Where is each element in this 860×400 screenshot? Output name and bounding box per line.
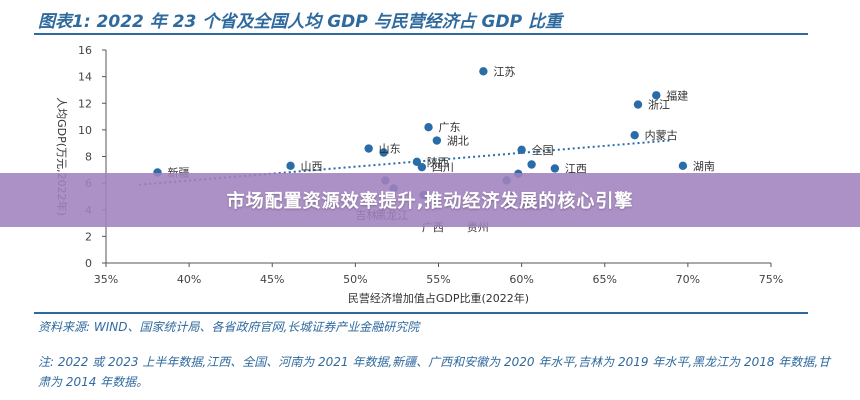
- figure-title: 图表1: 2022 年 23 个省及全国人均 GDP 与民营经济占 GDP 比重: [38, 12, 562, 32]
- data-label: 四川: [432, 161, 454, 174]
- x-tick-label: 50%: [343, 273, 367, 286]
- y-tick-label: 14: [78, 71, 92, 84]
- source-text: 资料来源: WIND、国家统计局、各省政府官网,长城证券产业金融研究院: [38, 320, 420, 334]
- data-label: 内蒙古: [645, 128, 678, 142]
- x-tick-label: 35%: [94, 273, 118, 286]
- x-axis-title: 民营经济增加值占GDP比重(2022年): [348, 291, 529, 305]
- data-point: [286, 161, 295, 171]
- y-tick-label: 12: [78, 97, 92, 110]
- data-label: 全国: [532, 143, 554, 157]
- data-label: 广东: [439, 121, 461, 134]
- x-tick-label: 55%: [426, 273, 450, 286]
- data-label: 山西: [301, 160, 323, 173]
- data-point: [678, 161, 688, 171]
- x-tick-label: 45%: [260, 273, 284, 286]
- chart-axes: 35%40%45%50%55%60%65%70%75%0246810121416…: [55, 44, 783, 305]
- data-label: 湖南: [693, 160, 715, 173]
- y-tick-label: 8: [85, 151, 92, 164]
- y-tick-label: 2: [85, 230, 92, 243]
- data-point: [417, 162, 427, 172]
- data-point: [527, 160, 536, 169]
- data-point: [379, 148, 388, 157]
- trend-line: [139, 139, 672, 186]
- data-point: [517, 145, 526, 155]
- note-text: 注: 2022 或 2023 上半年数据,江西、全国、河南为 2021 年数据,…: [38, 355, 831, 389]
- data-label: 江苏: [493, 65, 515, 78]
- title-rule: [34, 33, 808, 35]
- data-label: 浙江: [648, 99, 670, 112]
- trend-line-path: [139, 139, 672, 186]
- data-point: [630, 131, 639, 140]
- scatter-chart: 35%40%45%50%55%60%65%70%75%0246810121416…: [55, 44, 783, 305]
- overlay-banner: 市场配置资源效率提升,推动经济发展的核心引擎: [0, 173, 860, 227]
- point-labels: 新疆山西山东广东湖北陕西四川江苏全国江西浙江福建内蒙古湖南海南吉林黑龙江广西贵州: [168, 65, 715, 234]
- data-point: [550, 164, 560, 173]
- y-tick-label: 10: [78, 124, 92, 137]
- y-tick-label: 0: [85, 257, 92, 270]
- data-label: 陕西: [427, 155, 449, 169]
- x-tick-label: 75%: [759, 273, 783, 286]
- x-tick-label: 65%: [593, 273, 617, 286]
- x-tick-label: 60%: [509, 273, 533, 286]
- banner-text: 市场配置资源效率提升,推动经济发展的核心引擎: [226, 191, 634, 212]
- data-label: 福建: [666, 88, 688, 102]
- data-point: [633, 100, 643, 109]
- data-point: [652, 91, 661, 100]
- data-point: [412, 157, 422, 167]
- data-point: [424, 123, 433, 132]
- y-tick-label: 16: [78, 44, 92, 57]
- data-label: 湖北: [447, 135, 469, 148]
- footer-rule: [34, 312, 808, 314]
- data-point: [364, 144, 373, 153]
- x-tick-label: 70%: [676, 273, 700, 286]
- data-label: 江西: [565, 162, 587, 175]
- x-tick-label: 40%: [177, 273, 201, 286]
- data-point: [479, 67, 488, 76]
- data-point: [432, 136, 442, 145]
- data-label: 山东: [379, 143, 401, 156]
